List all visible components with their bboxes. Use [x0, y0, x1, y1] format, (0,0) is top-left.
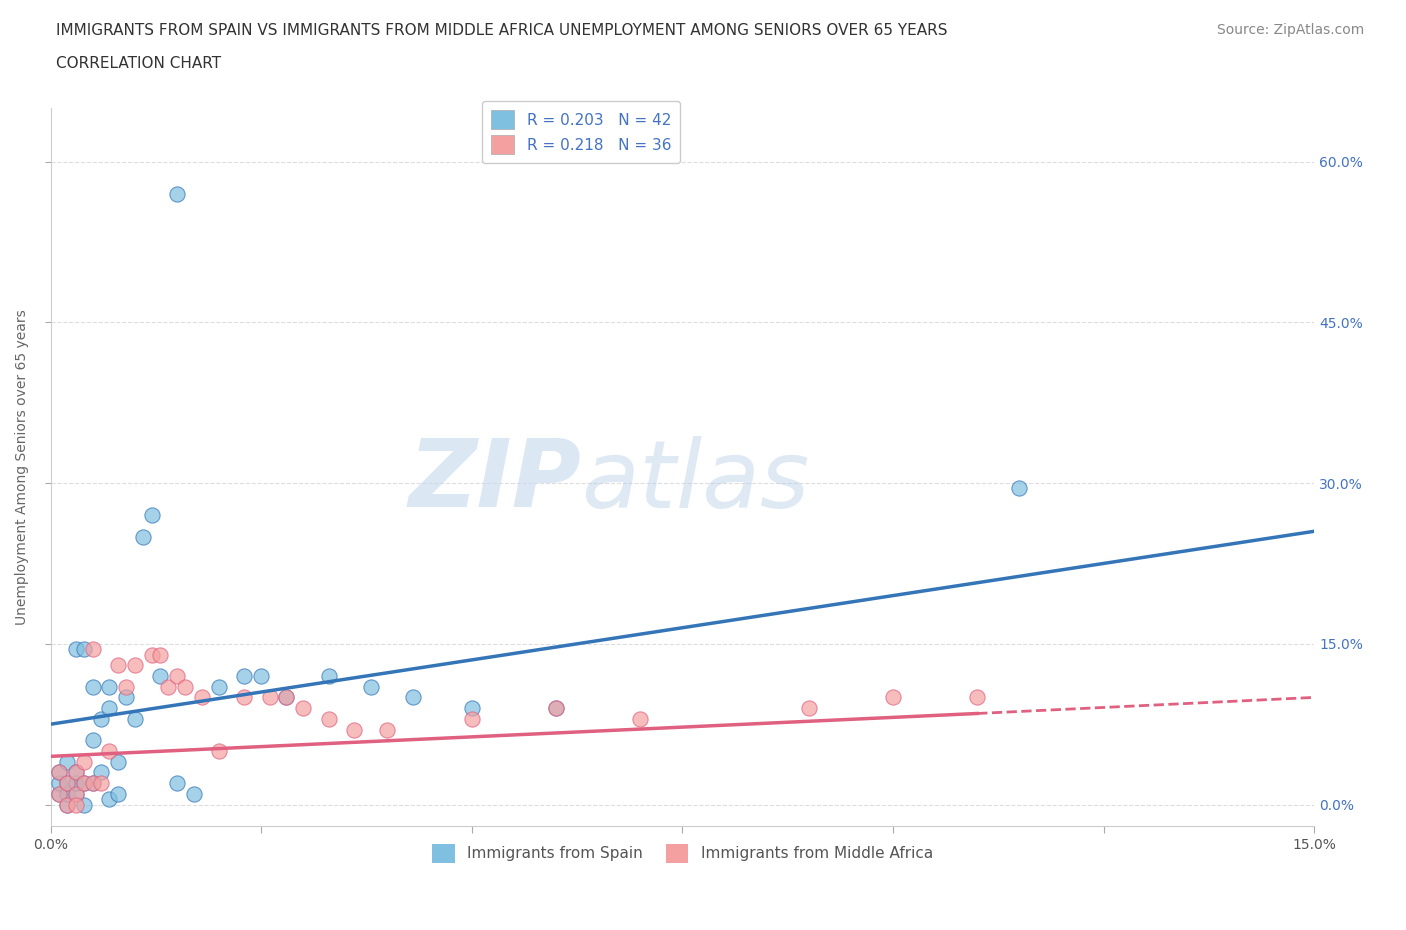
Point — [73, 754, 96, 769]
Point — [73, 642, 96, 657]
Point — [402, 690, 425, 705]
Point — [73, 797, 96, 812]
Point — [56, 797, 79, 812]
Point — [56, 776, 79, 790]
Point — [48, 776, 70, 790]
Point — [233, 669, 256, 684]
Y-axis label: Unemployment Among Seniors over 65 years: Unemployment Among Seniors over 65 years — [15, 309, 30, 625]
Point — [65, 765, 87, 780]
Point — [149, 647, 172, 662]
Point — [48, 765, 70, 780]
Point — [98, 679, 121, 694]
Point — [628, 711, 651, 726]
Point — [90, 711, 112, 726]
Text: ZIP: ZIP — [408, 435, 581, 527]
Point — [48, 787, 70, 802]
Point — [141, 508, 163, 523]
Point — [141, 647, 163, 662]
Point — [56, 776, 79, 790]
Point — [544, 700, 567, 715]
Point — [149, 669, 172, 684]
Point — [65, 787, 87, 802]
Point — [276, 690, 298, 705]
Point — [461, 700, 484, 715]
Point — [98, 791, 121, 806]
Point — [82, 642, 104, 657]
Point — [966, 690, 988, 705]
Point — [65, 765, 87, 780]
Point — [377, 722, 399, 737]
Point — [1008, 481, 1031, 496]
Point — [124, 711, 146, 726]
Point — [208, 679, 231, 694]
Point — [82, 776, 104, 790]
Point — [882, 690, 904, 705]
Point — [318, 669, 340, 684]
Point — [56, 787, 79, 802]
Legend: Immigrants from Spain, Immigrants from Middle Africa: Immigrants from Spain, Immigrants from M… — [426, 838, 939, 869]
Point — [65, 642, 87, 657]
Point — [82, 733, 104, 748]
Point — [107, 754, 129, 769]
Point — [174, 679, 197, 694]
Point — [82, 679, 104, 694]
Point — [98, 700, 121, 715]
Point — [166, 186, 188, 201]
Text: CORRELATION CHART: CORRELATION CHART — [56, 56, 221, 71]
Text: atlas: atlas — [581, 436, 810, 527]
Point — [56, 797, 79, 812]
Point — [250, 669, 273, 684]
Point — [82, 776, 104, 790]
Point — [132, 529, 155, 544]
Point — [98, 744, 121, 759]
Point — [191, 690, 214, 705]
Point — [48, 765, 70, 780]
Point — [276, 690, 298, 705]
Point — [48, 787, 70, 802]
Point — [107, 658, 129, 672]
Point — [107, 787, 129, 802]
Text: Source: ZipAtlas.com: Source: ZipAtlas.com — [1216, 23, 1364, 37]
Point — [233, 690, 256, 705]
Point — [343, 722, 366, 737]
Point — [90, 765, 112, 780]
Point — [56, 754, 79, 769]
Point — [461, 711, 484, 726]
Point — [208, 744, 231, 759]
Point — [318, 711, 340, 726]
Point — [166, 669, 188, 684]
Point — [183, 787, 205, 802]
Point — [259, 690, 281, 705]
Point — [797, 700, 820, 715]
Point — [73, 776, 96, 790]
Point — [115, 679, 138, 694]
Point — [166, 776, 188, 790]
Point — [292, 700, 315, 715]
Point — [65, 787, 87, 802]
Point — [157, 679, 180, 694]
Point — [544, 700, 567, 715]
Point — [73, 776, 96, 790]
Point — [124, 658, 146, 672]
Point — [65, 776, 87, 790]
Point — [115, 690, 138, 705]
Point — [90, 776, 112, 790]
Text: IMMIGRANTS FROM SPAIN VS IMMIGRANTS FROM MIDDLE AFRICA UNEMPLOYMENT AMONG SENIOR: IMMIGRANTS FROM SPAIN VS IMMIGRANTS FROM… — [56, 23, 948, 38]
Point — [65, 797, 87, 812]
Point — [360, 679, 382, 694]
